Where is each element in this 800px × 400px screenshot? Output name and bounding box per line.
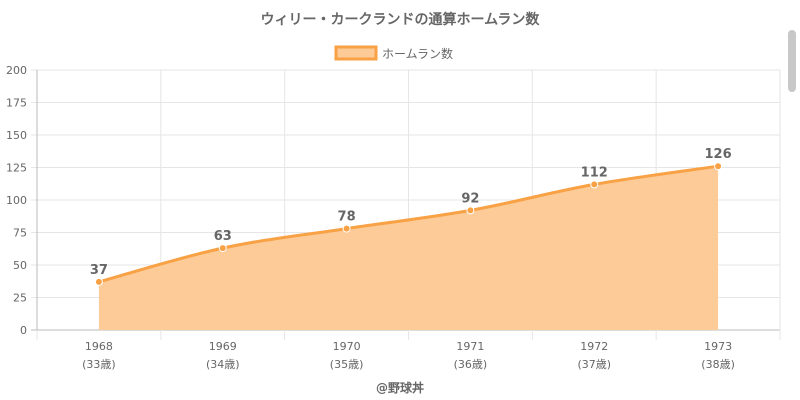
x-tick-label: 1969 [209,340,237,353]
y-tick-label: 125 [6,162,27,175]
data-point[interactable] [714,162,723,171]
y-tick-label: 0 [20,324,27,337]
chart-title: ウィリー・カークランドの通算ホームラン数 [261,11,541,28]
y-tick-label: 200 [6,64,27,77]
y-tick-label: 50 [13,259,27,272]
x-tick-sublabel: (33歳) [82,358,116,371]
footer-credit: @野球丼 [376,380,424,395]
data-label: 63 [214,229,232,244]
x-tick-sublabel: (36歳) [454,358,488,371]
y-tick-label: 150 [6,129,27,142]
data-points[interactable] [94,162,723,286]
y-tick-label: 25 [13,292,27,305]
x-tick-sublabel: (35歳) [330,358,364,371]
series-line [98,164,719,284]
legend-swatch [334,45,378,61]
y-tick-label: 175 [6,97,27,110]
y-tick-label: 100 [6,194,27,207]
x-axis: 1968 (33歳) 1969 (34歳) 1970 (35歳) 1971 (36歳) 1972… [82,340,735,371]
x-tick-label: 1972 [580,340,608,353]
legend-label: ホームラン数 [382,46,453,61]
x-tick-label: 1968 [85,340,113,353]
data-point[interactable] [466,206,475,215]
x-tick-sublabel: (37歳) [577,358,611,371]
data-labels: 37 63 78 92 112 126 [90,147,732,278]
data-point[interactable] [94,277,103,286]
legend[interactable]: ホームラン数 [334,45,453,61]
series-fill [98,166,719,330]
data-label: 92 [461,191,479,206]
x-tick-label: 1973 [704,340,732,353]
data-point[interactable] [342,224,351,233]
data-point[interactable] [590,180,599,189]
data-label: 126 [705,147,732,162]
data-label: 78 [338,210,356,225]
data-label: 37 [90,263,108,278]
x-tick-label: 1971 [456,340,484,353]
scrollbar-thumb[interactable] [788,30,796,92]
series-area [98,164,719,330]
y-tick-label: 75 [13,227,27,240]
y-axis: 0 25 50 75 100 125 150 175 200 [6,64,27,337]
x-tick-sublabel: (38歳) [701,358,735,371]
x-tick-label: 1970 [333,340,361,353]
data-label: 112 [581,165,608,180]
data-point[interactable] [218,244,227,253]
x-tick-sublabel: (34歳) [206,358,240,371]
